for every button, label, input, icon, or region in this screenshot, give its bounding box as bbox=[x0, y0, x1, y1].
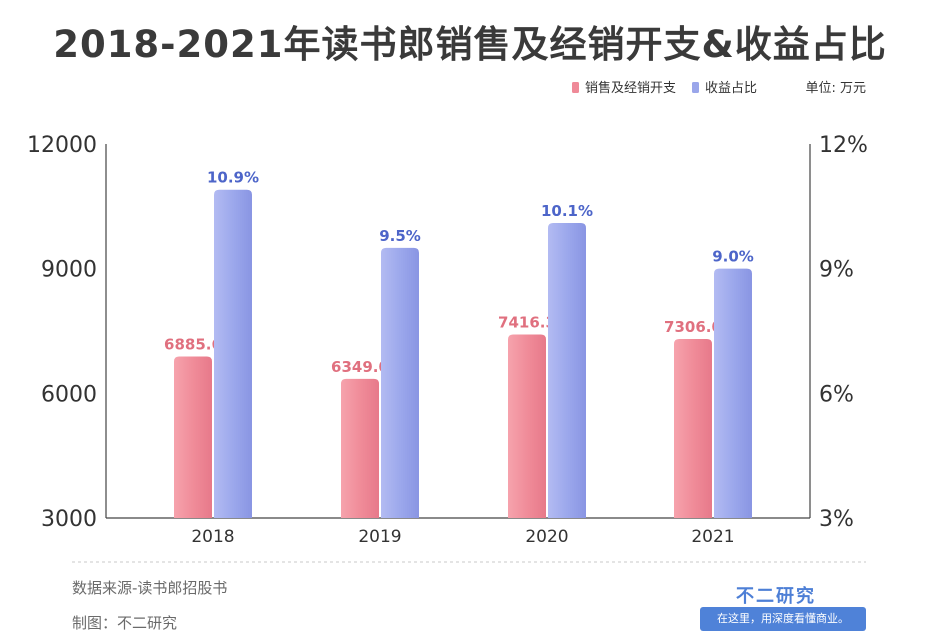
x-tick-label: 2021 bbox=[691, 527, 734, 547]
data-label-revenue-ratio: 9.5% bbox=[379, 227, 421, 245]
x-tick-label: 2018 bbox=[191, 527, 234, 547]
legend-label: 收益占比 bbox=[705, 81, 757, 96]
y-left-tick-label: 9000 bbox=[41, 258, 97, 283]
bar-revenue-ratio bbox=[381, 247, 419, 518]
brand-slogan: 在这里，用深度看懂商业。 bbox=[700, 607, 866, 631]
y-left-tick-label: 6000 bbox=[41, 382, 97, 407]
bar-sales-expense bbox=[174, 356, 212, 518]
bar-sales-expense bbox=[341, 378, 379, 518]
data-label-revenue-ratio: 9.0% bbox=[712, 248, 754, 266]
data-label-sales-expense: 7416.3 bbox=[498, 313, 556, 331]
bar-sales-expense bbox=[508, 334, 546, 518]
y-right-tick-label: 12% bbox=[819, 133, 868, 158]
y-left-tick-label: 12000 bbox=[27, 133, 97, 158]
data-label-revenue-ratio: 10.9% bbox=[207, 169, 259, 187]
bar-sales-expense bbox=[674, 339, 712, 518]
data-label-revenue-ratio: 10.1% bbox=[541, 202, 593, 220]
chart-title: 2018-2021年读书郎销售及经销开支&收益占比 bbox=[53, 23, 887, 66]
y-right-tick-label: 3% bbox=[819, 507, 854, 532]
legend-swatch bbox=[692, 82, 699, 93]
brand-logo-text: 不二研究 bbox=[736, 586, 816, 607]
data-label-sales-expense: 7306.0 bbox=[664, 318, 722, 336]
y-left-tick-label: 3000 bbox=[41, 507, 97, 532]
y-right-tick-label: 9% bbox=[819, 258, 854, 283]
legend-swatch bbox=[572, 82, 579, 93]
credit-note: 制图：不二研究 bbox=[72, 614, 178, 632]
bar-revenue-ratio bbox=[214, 189, 252, 518]
legend-label: 销售及经销开支 bbox=[585, 80, 676, 96]
x-tick-label: 2020 bbox=[525, 527, 568, 547]
bar-revenue-ratio bbox=[548, 222, 586, 518]
x-tick-label: 2019 bbox=[358, 527, 401, 547]
y-right-tick-label: 6% bbox=[819, 382, 854, 407]
data-label-sales-expense: 6349.0 bbox=[331, 358, 389, 376]
bar-revenue-ratio bbox=[714, 268, 752, 518]
source-note: 数据来源-读书郎招股书 bbox=[72, 579, 228, 597]
unit-label: 单位: 万元 bbox=[805, 81, 866, 96]
data-label-sales-expense: 6885.6 bbox=[164, 336, 222, 354]
